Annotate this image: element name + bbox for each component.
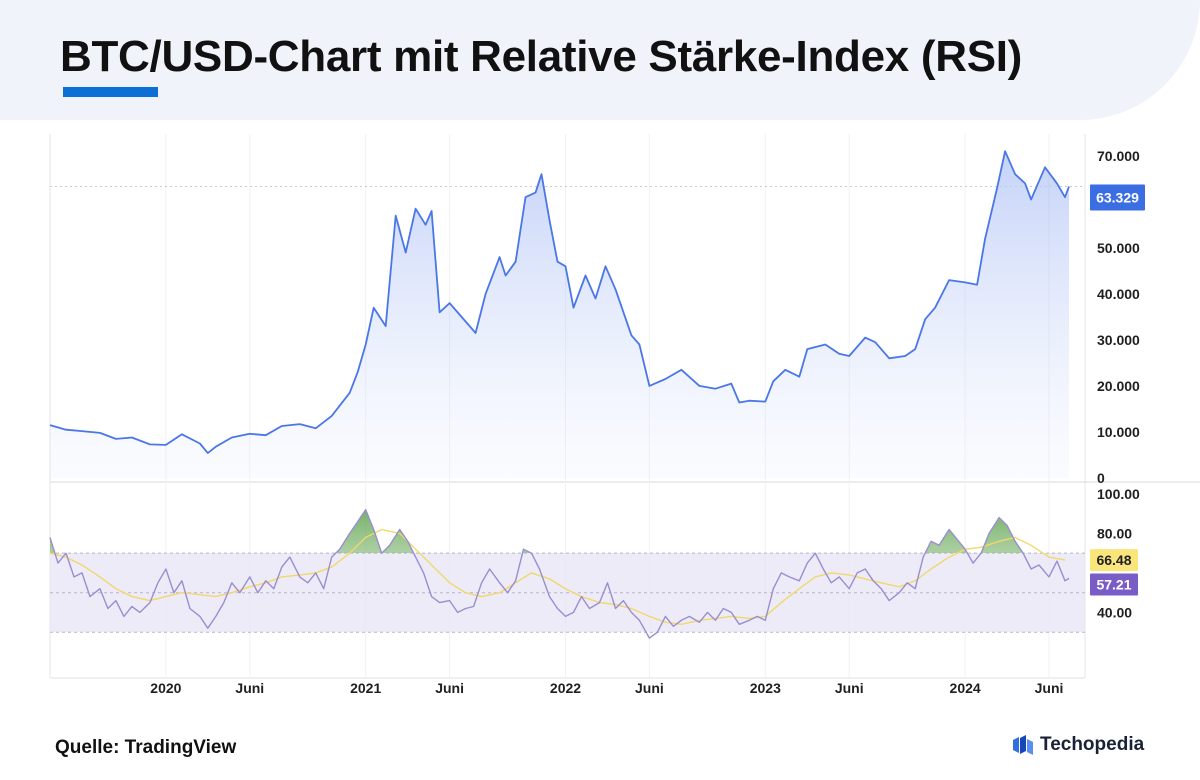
rsi-value-badge: 57.21 bbox=[1090, 573, 1138, 596]
x-tick-label: Juni bbox=[835, 680, 864, 696]
rsi-ma-line bbox=[49, 528, 1066, 626]
x-tick-label: 2023 bbox=[750, 680, 781, 696]
price-y-tick-label: 30.000 bbox=[1097, 332, 1140, 348]
price-y-tick-label: 10.000 bbox=[1097, 424, 1140, 440]
axes: 0 10.000 20.000 30.000 40.000 50.000 70.000 40.… bbox=[150, 148, 1140, 696]
header-background bbox=[0, 0, 1200, 120]
rsi-value-badge-bg bbox=[1090, 573, 1138, 596]
x-tick-label: 2021 bbox=[350, 680, 381, 696]
rsi-ma-badge-bg bbox=[1090, 549, 1138, 572]
price-y-tick-label: 50.000 bbox=[1097, 240, 1140, 256]
x-tick-label: 2020 bbox=[150, 680, 181, 696]
price-y-tick-label: 20.000 bbox=[1097, 378, 1140, 394]
price-y-tick-label: 70.000 bbox=[1097, 148, 1140, 164]
x-tick-label: 2024 bbox=[950, 680, 981, 696]
btc-price-line bbox=[49, 150, 1070, 454]
brand-name: Techopedia bbox=[1040, 734, 1145, 755]
value-badges: 63.329 66.48 57.21 bbox=[1090, 184, 1145, 596]
btc-rsi-chart: 0 10.000 20.000 30.000 40.000 50.000 70.000 40.… bbox=[49, 134, 1200, 696]
x-tick-label: Juni bbox=[435, 680, 464, 696]
brand-logo: Techopedia bbox=[1012, 734, 1144, 756]
rsi-panel bbox=[49, 509, 1085, 639]
rsi-ma-badge-text: 66.48 bbox=[1096, 552, 1131, 568]
price-y-tick-label: 40.000 bbox=[1097, 286, 1140, 302]
last-price-badge-text: 63.329 bbox=[1096, 190, 1139, 206]
rsi-line bbox=[49, 509, 1070, 639]
techopedia-logo-icon bbox=[1013, 735, 1033, 755]
x-tick-label: Juni bbox=[1035, 680, 1064, 696]
price-y-tick-label: 0 bbox=[1097, 470, 1105, 486]
last-price-badge: 63.329 bbox=[1090, 184, 1145, 211]
x-tick-label: Juni bbox=[235, 680, 264, 696]
page-title: BTC/USD-Chart mit Relative Stärke-Index … bbox=[60, 32, 1023, 81]
last-price-badge-bg bbox=[1090, 184, 1145, 211]
x-tick-label: Juni bbox=[635, 680, 664, 696]
rsi-y-tick-label: 40.00 bbox=[1097, 604, 1132, 620]
rsi-value-badge-text: 57.21 bbox=[1096, 576, 1131, 592]
rsi-y-tick-label: 100.00 bbox=[1097, 486, 1140, 502]
btc-price-area bbox=[50, 151, 1069, 478]
title-accent-bar bbox=[63, 87, 158, 97]
price-panel bbox=[49, 150, 1085, 478]
source-label: Quelle: TradingView bbox=[55, 737, 237, 758]
x-tick-label: 2022 bbox=[550, 680, 581, 696]
rsi-ma-badge: 66.48 bbox=[1090, 549, 1138, 572]
rsi-y-tick-label: 80.00 bbox=[1097, 525, 1132, 541]
